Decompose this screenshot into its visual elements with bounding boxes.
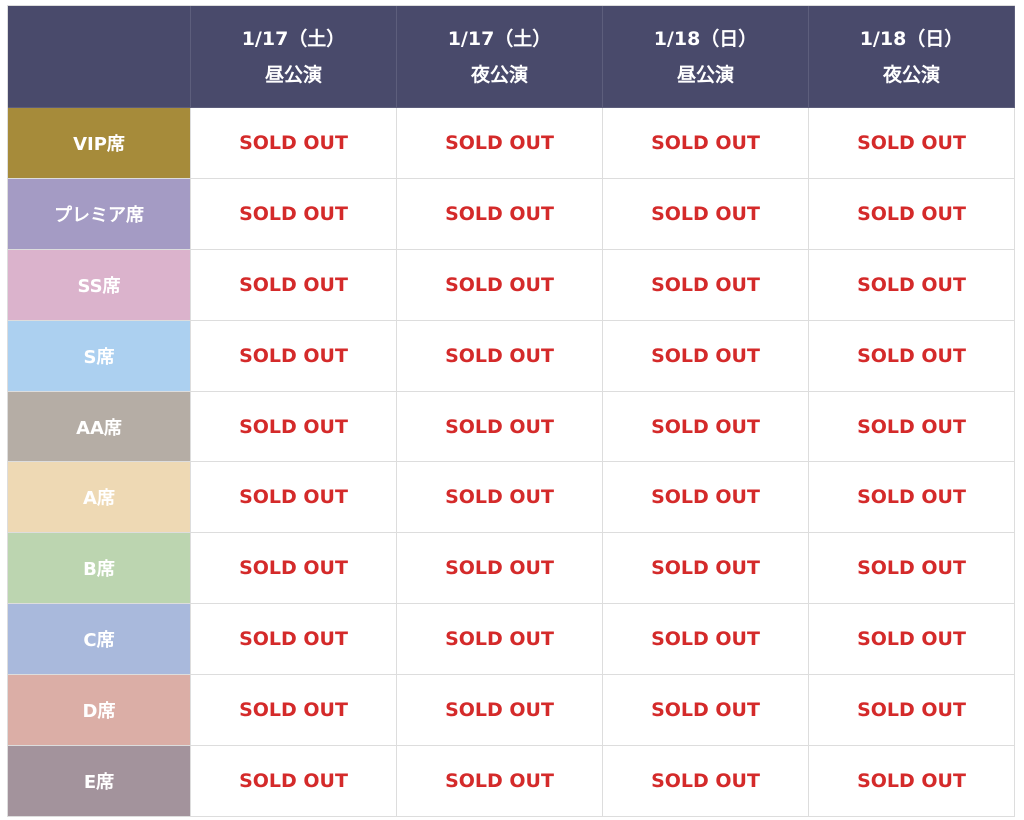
status-cell: SOLD OUT (397, 746, 603, 817)
status-cell: SOLD OUT (809, 462, 1015, 534)
row-header: プレミア席 (8, 178, 191, 250)
column-show: 夜公演 (882, 63, 940, 86)
status-cell: SOLD OUT (397, 249, 603, 321)
status-cell: SOLD OUT (191, 391, 397, 463)
status-cell: SOLD OUT (397, 320, 603, 392)
row-header: S席 (8, 320, 191, 392)
column-show: 昼公演 (264, 63, 322, 86)
status-cell: SOLD OUT (191, 320, 397, 392)
status-cell: SOLD OUT (809, 108, 1015, 179)
status-cell: SOLD OUT (809, 391, 1015, 463)
status-cell: SOLD OUT (397, 391, 603, 463)
status-cell: SOLD OUT (603, 178, 809, 250)
status-cell: SOLD OUT (191, 178, 397, 250)
status-cell: SOLD OUT (397, 462, 603, 534)
status-cell: SOLD OUT (603, 108, 809, 179)
status-cell: SOLD OUT (191, 533, 397, 605)
status-cell: SOLD OUT (809, 249, 1015, 321)
row-header: B席 (8, 533, 191, 605)
column-date: 1/17（土） (447, 27, 552, 50)
status-cell: SOLD OUT (397, 675, 603, 747)
status-cell: SOLD OUT (809, 178, 1015, 250)
row-header: A席 (8, 462, 191, 534)
status-cell: SOLD OUT (809, 604, 1015, 676)
column-date: 1/17（土） (241, 27, 346, 50)
status-cell: SOLD OUT (191, 462, 397, 534)
corner-cell (8, 6, 191, 108)
status-cell: SOLD OUT (191, 108, 397, 179)
column-show: 昼公演 (676, 63, 734, 86)
status-cell: SOLD OUT (191, 746, 397, 817)
status-cell: SOLD OUT (809, 675, 1015, 747)
row-header: AA席 (8, 391, 191, 463)
status-cell: SOLD OUT (603, 462, 809, 534)
status-cell: SOLD OUT (603, 675, 809, 747)
status-cell: SOLD OUT (397, 108, 603, 179)
status-cell: SOLD OUT (191, 604, 397, 676)
status-cell: SOLD OUT (191, 675, 397, 747)
status-cell: SOLD OUT (603, 604, 809, 676)
row-header: D席 (8, 675, 191, 747)
status-cell: SOLD OUT (809, 320, 1015, 392)
status-cell: SOLD OUT (397, 178, 603, 250)
column-header: 1/17（土） 夜公演 (397, 6, 603, 108)
row-header: VIP席 (8, 108, 191, 179)
status-cell: SOLD OUT (397, 533, 603, 605)
column-date: 1/18（日） (653, 27, 758, 50)
status-cell: SOLD OUT (603, 533, 809, 605)
column-header: 1/18（日） 昼公演 (603, 6, 809, 108)
status-cell: SOLD OUT (603, 391, 809, 463)
column-date: 1/18（日） (859, 27, 964, 50)
row-header: C席 (8, 604, 191, 676)
row-header: E席 (8, 746, 191, 817)
status-cell: SOLD OUT (191, 249, 397, 321)
column-header: 1/18（日） 夜公演 (809, 6, 1015, 108)
column-header: 1/17（土） 昼公演 (191, 6, 397, 108)
status-cell: SOLD OUT (603, 746, 809, 817)
column-show: 夜公演 (470, 63, 528, 86)
status-cell: SOLD OUT (809, 533, 1015, 605)
ticket-table: 1/17（土） 昼公演 1/17（土） 夜公演 1/18（日） 昼公演 1/18（日） 夜公演… (7, 5, 1015, 817)
status-cell: SOLD OUT (603, 249, 809, 321)
row-header: SS席 (8, 249, 191, 321)
status-cell: SOLD OUT (397, 604, 603, 676)
status-cell: SOLD OUT (603, 320, 809, 392)
status-cell: SOLD OUT (809, 746, 1015, 817)
